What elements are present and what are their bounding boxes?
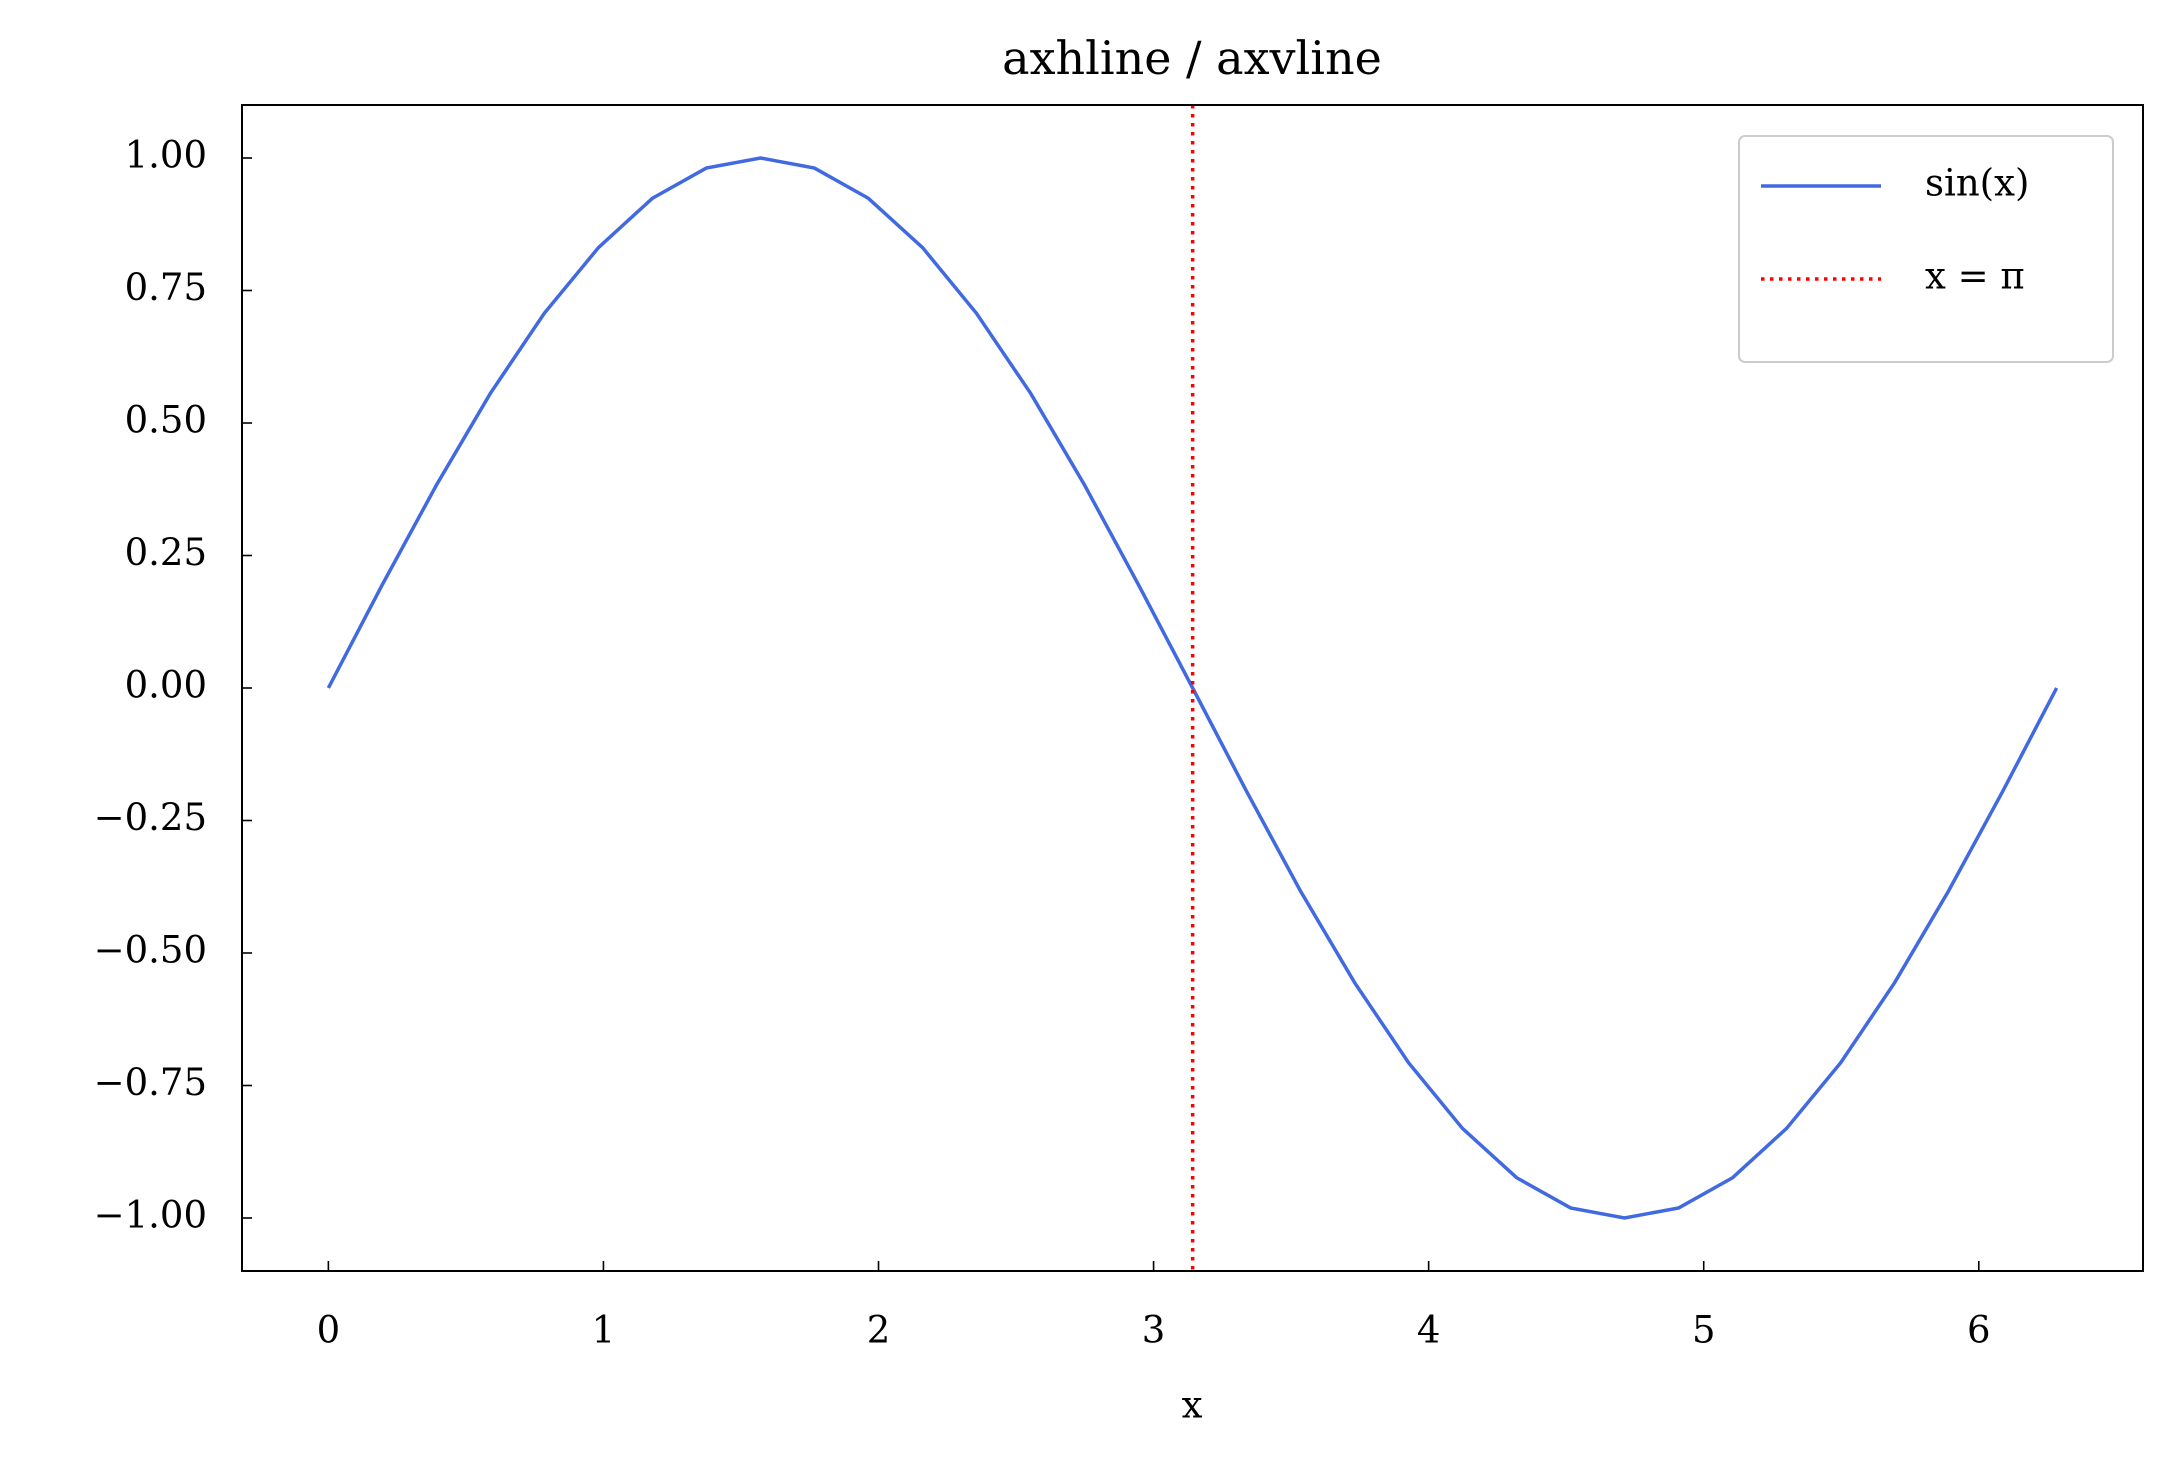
x-tick-label: 2 xyxy=(867,1309,891,1352)
x-tick-label: 0 xyxy=(317,1309,341,1352)
chart-title: axhline / axvline xyxy=(1002,31,1382,85)
y-tick-label: −0.75 xyxy=(94,1061,207,1104)
legend-label: x = π xyxy=(1925,255,2025,298)
x-tick-label: 3 xyxy=(1142,1309,1166,1352)
x-tick-label: 1 xyxy=(592,1309,616,1352)
x-tick-label: 6 xyxy=(1967,1309,1991,1352)
y-tick-label: −1.00 xyxy=(94,1194,207,1237)
y-tick-label: 1.00 xyxy=(125,134,207,177)
x-tick-label: 4 xyxy=(1417,1309,1441,1352)
y-tick-label: −0.25 xyxy=(94,796,207,839)
plot-frame xyxy=(241,104,2144,1272)
y-tick-label: 0.50 xyxy=(125,399,207,442)
x-axis-label: x xyxy=(1182,1384,1203,1427)
y-tick-label: 0.00 xyxy=(125,664,207,707)
legend-label: sin(x) xyxy=(1925,162,2029,205)
y-tick-label: −0.50 xyxy=(94,929,207,972)
legend-box xyxy=(1738,135,2114,363)
y-tick-label: 0.75 xyxy=(125,266,207,309)
x-tick-label: 5 xyxy=(1692,1309,1716,1352)
line-series xyxy=(326,156,2059,1220)
y-tick-label: 0.25 xyxy=(125,531,207,574)
